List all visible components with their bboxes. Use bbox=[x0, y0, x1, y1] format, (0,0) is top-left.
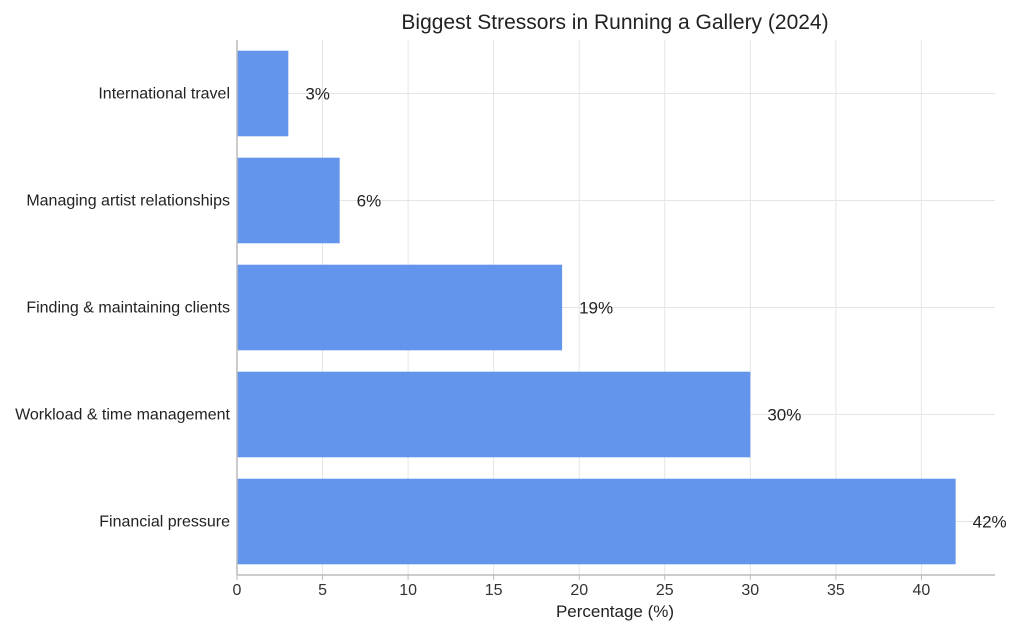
x-axis-title: Percentage (%) bbox=[556, 602, 674, 621]
data-labels: 3% 6% 19% 30% 42% bbox=[305, 85, 1006, 532]
x-tick-label: 40 bbox=[913, 582, 931, 599]
x-tick-labels: 0 5 10 15 20 25 30 35 40 bbox=[233, 582, 931, 599]
category-label: Managing artist relationships bbox=[26, 193, 230, 210]
data-label: 6% bbox=[357, 192, 382, 211]
x-tick-label: 25 bbox=[656, 582, 674, 599]
x-tick-label: 30 bbox=[741, 582, 759, 599]
x-tick-label: 5 bbox=[318, 582, 327, 599]
category-label: Workload & time management bbox=[15, 407, 230, 424]
category-label: Finding & maintaining clients bbox=[26, 300, 230, 317]
bar bbox=[237, 50, 289, 137]
data-label: 30% bbox=[767, 406, 801, 425]
x-tick-label: 10 bbox=[399, 582, 417, 599]
axes bbox=[236, 40, 995, 580]
x-tick-label: 35 bbox=[827, 582, 845, 599]
data-label: 3% bbox=[305, 85, 330, 104]
bar bbox=[237, 157, 340, 244]
data-label: 42% bbox=[973, 513, 1007, 532]
bar bbox=[237, 371, 751, 458]
category-labels: International travel Managing artist rela… bbox=[15, 86, 230, 531]
category-label: International travel bbox=[98, 86, 230, 103]
chart-title: Biggest Stressors in Running a Gallery (… bbox=[401, 11, 828, 34]
bar bbox=[237, 478, 956, 565]
x-tick-label: 15 bbox=[485, 582, 503, 599]
data-label: 19% bbox=[579, 299, 613, 318]
x-tick-label: 0 bbox=[233, 582, 242, 599]
x-tick-label: 20 bbox=[570, 582, 588, 599]
bars bbox=[237, 50, 956, 565]
bar bbox=[237, 264, 563, 351]
category-label: Financial pressure bbox=[99, 514, 230, 531]
